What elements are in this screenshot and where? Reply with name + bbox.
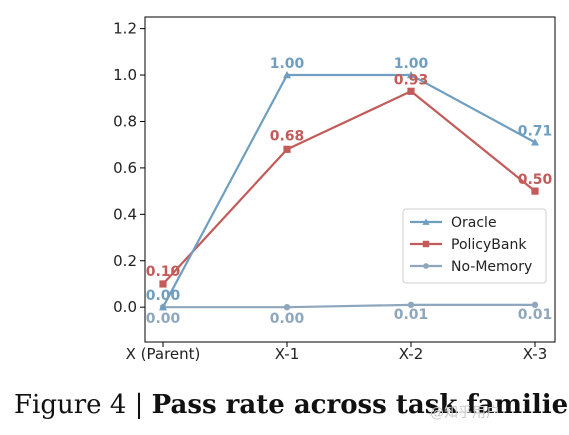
legend-marker-policybank [422, 240, 430, 248]
y-tick-label: 0.2 [113, 252, 137, 270]
data-label-no-memory: 0.00 [270, 311, 305, 327]
x-tick-label: X-2 [399, 345, 424, 363]
data-label-no-memory: 0.01 [394, 307, 429, 323]
y-tick-label: 1.0 [113, 66, 137, 84]
x-tick-label: X-1 [275, 345, 300, 363]
legend-marker-oracle [422, 218, 430, 225]
y-tick-label: 1.2 [113, 20, 137, 38]
data-point-policybank [159, 280, 167, 288]
data-label-policybank: 0.68 [270, 128, 305, 144]
data-point-policybank [283, 145, 291, 153]
data-point-no-memory [531, 301, 539, 309]
data-label-oracle: 0.71 [518, 123, 553, 139]
legend-label-oracle: Oracle [451, 215, 497, 231]
legend: Oracle PolicyBank No-Memory [402, 208, 547, 284]
plot-frame [144, 16, 556, 343]
series-line-oracle [162, 73, 536, 308]
pass-rate-chart: 0.0 0.2 0.4 0.6 0.8 1.0 1.2 X (Parent) X-1 X-2 X-… [113, 16, 556, 363]
series-line-policybank [162, 90, 536, 285]
data-label-oracle: 1.00 [394, 56, 429, 72]
data-point-oracle [283, 71, 291, 79]
data-point-policybank [531, 187, 539, 195]
legend-label-policybank: PolicyBank [451, 237, 527, 253]
data-point-no-memory [283, 303, 291, 311]
data-point-oracle [159, 303, 167, 311]
y-tick-label: 0.0 [113, 298, 137, 316]
data-label-no-memory: 0.01 [518, 307, 553, 323]
series-markers [159, 71, 539, 311]
y-tick-label: 0.4 [113, 205, 137, 223]
x-axis: X (Parent) X-1 X-2 X-3 [126, 342, 548, 363]
data-label-policybank: 0.10 [146, 264, 181, 280]
series-line-no-memory [163, 303, 535, 309]
data-labels: 0.00 1.00 1.00 0.71 0.10 0.68 0.93 0.50 0.00 0.00… [146, 56, 553, 327]
data-point-no-memory [407, 301, 415, 309]
caption-title: Pass rate across task families [151, 390, 569, 420]
data-label-policybank: 0.93 [394, 72, 429, 88]
y-axis: 0.0 0.2 0.4 0.6 0.8 1.0 1.2 [113, 20, 145, 316]
data-point-oracle [407, 71, 415, 79]
data-label-no-memory: 0.00 [146, 311, 181, 327]
caption-prefix: Figure 4 | [14, 390, 152, 420]
x-tick-label: X (Parent) [126, 345, 201, 363]
series-lines [162, 73, 536, 309]
data-label-oracle: 0.00 [146, 288, 181, 304]
legend-box [402, 208, 547, 284]
data-point-oracle [531, 138, 539, 146]
legend-marker-no-memory [423, 263, 429, 269]
data-label-oracle: 1.00 [270, 56, 305, 72]
data-point-policybank [407, 87, 415, 95]
legend-label-no-memory: No-Memory [451, 259, 532, 275]
data-label-policybank: 0.50 [518, 172, 553, 188]
y-tick-label: 0.6 [113, 159, 137, 177]
y-tick-label: 0.8 [113, 112, 137, 130]
figure-caption: Figure 4 | Pass rate across task familie… [14, 390, 569, 420]
watermark: @知乎用户 [430, 405, 500, 421]
x-tick-label: X-3 [523, 345, 548, 363]
